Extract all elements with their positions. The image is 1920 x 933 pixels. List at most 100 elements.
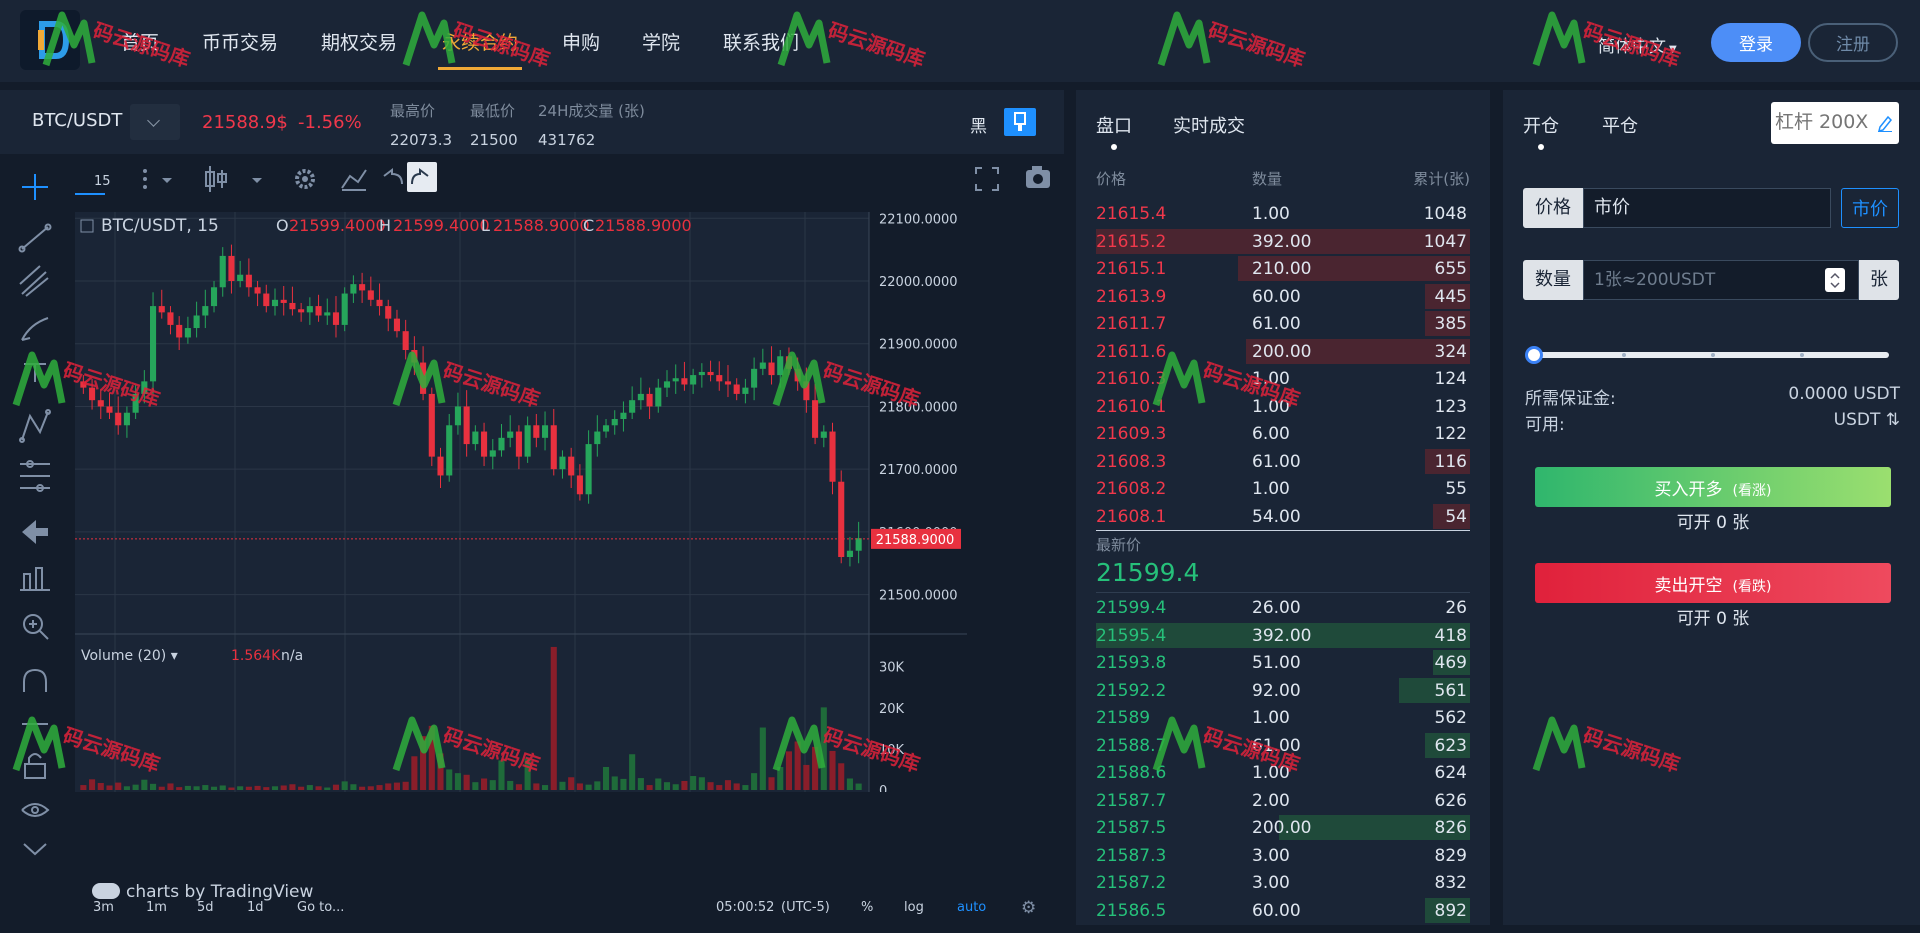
- login-button[interactable]: 登录: [1711, 23, 1801, 62]
- auto-toggle[interactable]: auto: [957, 900, 987, 915]
- more-icon[interactable]: [143, 169, 147, 189]
- nav-contact-us[interactable]: 联系我们: [723, 32, 800, 54]
- ask-row[interactable]: 21610.1 1.00 123: [1076, 393, 1490, 420]
- bid-row[interactable]: 21588.7 61.00 623: [1076, 732, 1490, 759]
- percent-toggle[interactable]: %: [861, 900, 874, 915]
- range-5d[interactable]: 5d: [197, 900, 214, 915]
- site-logo[interactable]: [20, 10, 80, 70]
- leverage-box[interactable]: [1771, 102, 1899, 144]
- range-3m[interactable]: 3m: [93, 900, 114, 915]
- bid-row[interactable]: 21587.2 3.00 832: [1076, 869, 1490, 896]
- tab-order-book[interactable]: 盘口: [1096, 112, 1132, 150]
- sell-short-button[interactable]: 卖出开空 (看跌): [1535, 563, 1891, 603]
- fib-icon[interactable]: [19, 265, 49, 297]
- eye-icon[interactable]: [21, 803, 50, 817]
- market-price-button[interactable]: 市价: [1841, 188, 1899, 228]
- collapse-icon[interactable]: [80, 219, 94, 233]
- fullscreen-icon[interactable]: [975, 167, 999, 191]
- interval-button[interactable]: 15: [94, 174, 111, 189]
- brush-tool-icon[interactable]: [21, 317, 49, 341]
- quantity-stepper[interactable]: [1825, 268, 1845, 292]
- redo-icon[interactable]: [411, 168, 429, 185]
- lock-icon[interactable]: [24, 753, 46, 779]
- bid-row[interactable]: 21593.8 51.00 469: [1076, 649, 1490, 676]
- slider-mark[interactable]: [1711, 353, 1715, 357]
- candle: [332, 312, 340, 325]
- header-cumulative: 累计(张): [1413, 170, 1470, 188]
- nav-spot-trading[interactable]: 币币交易: [202, 32, 279, 54]
- bid-row[interactable]: 21599.4 26.00 26: [1076, 594, 1490, 621]
- text-tool-icon[interactable]: [24, 363, 46, 382]
- settings-gear-icon[interactable]: [295, 169, 315, 189]
- slider-mark[interactable]: [1622, 353, 1626, 357]
- chevron-down-icon[interactable]: [23, 843, 47, 856]
- candle: [855, 538, 862, 551]
- position-slider-handle[interactable]: [1525, 346, 1543, 364]
- log-toggle[interactable]: log: [904, 900, 924, 915]
- arrow-left-icon[interactable]: [22, 520, 48, 544]
- ask-row[interactable]: 21610.3 1.00 124: [1076, 365, 1490, 392]
- indicators-icon[interactable]: [341, 169, 367, 191]
- theme-toggle-button[interactable]: [1004, 108, 1036, 136]
- ask-row[interactable]: 21613.9 60.00 445: [1076, 283, 1490, 310]
- trend-line-icon[interactable]: [18, 223, 52, 253]
- bid-row[interactable]: 21587.5 200.00 826: [1076, 814, 1490, 841]
- ask-row[interactable]: 21608.2 1.00 55: [1076, 475, 1490, 502]
- ask-row[interactable]: 21615.1 210.00 655: [1076, 255, 1490, 282]
- bid-row[interactable]: 21587.7 2.00 626: [1076, 787, 1490, 814]
- nav-subscription[interactable]: 申购: [562, 32, 601, 54]
- language-selector[interactable]: 简体中文 ▼: [1598, 32, 1677, 57]
- bid-row[interactable]: 21595.4 392.00 418: [1076, 622, 1490, 649]
- range-1d[interactable]: 1d: [247, 900, 264, 915]
- range-1m[interactable]: 1m: [146, 900, 167, 915]
- slider-mark[interactable]: [1800, 353, 1804, 357]
- nav-academy[interactable]: 学院: [642, 32, 681, 54]
- bid-row[interactable]: 21586.5 60.00 892: [1076, 897, 1490, 924]
- ask-row[interactable]: 21611.6 200.00 324: [1076, 338, 1490, 365]
- tradingview-branding[interactable]: charts by TradingView: [92, 882, 313, 902]
- price-chart[interactable]: 22100.0000 22000.0000 21900.0000 21800.0000…: [75, 212, 967, 792]
- goto-button[interactable]: Go to...: [297, 900, 345, 915]
- gear-icon[interactable]: ⚙: [1021, 898, 1037, 918]
- edit-icon[interactable]: [1877, 114, 1893, 132]
- theme-label[interactable]: 黑: [970, 117, 987, 137]
- ask-row[interactable]: 21608.3 61.00 116: [1076, 448, 1490, 475]
- bid-quantity: 2.00: [1252, 790, 1290, 811]
- undo-icon[interactable]: [383, 168, 403, 185]
- candle-type-icon[interactable]: [205, 166, 227, 192]
- nav-options-trading[interactable]: 期权交易: [321, 32, 398, 54]
- nav-home[interactable]: 首页: [121, 32, 160, 54]
- pattern-icon[interactable]: [19, 409, 51, 443]
- magnet-icon[interactable]: [23, 668, 47, 692]
- prediction-icon[interactable]: [20, 460, 50, 492]
- volume-bar: [210, 786, 218, 790]
- ask-row[interactable]: 21609.3 6.00 122: [1076, 420, 1490, 447]
- bid-row[interactable]: 21592.2 92.00 561: [1076, 677, 1490, 704]
- leverage-input[interactable]: [1775, 108, 1875, 136]
- crosshair-icon[interactable]: [22, 174, 48, 200]
- tab-recent-trades[interactable]: 实时成交: [1173, 116, 1245, 137]
- bid-row[interactable]: 21588.6 1.00 624: [1076, 759, 1490, 786]
- tab-close-position[interactable]: 平仓: [1602, 116, 1638, 137]
- bid-price: 21587.7: [1096, 790, 1167, 811]
- nav-perpetual-contracts[interactable]: 永续合约: [437, 28, 523, 70]
- ask-row[interactable]: 21615.4 1.00 1048: [1076, 200, 1490, 227]
- quantity-input[interactable]: 1张≈200USDT: [1583, 260, 1859, 300]
- measure-icon[interactable]: [20, 567, 50, 591]
- tab-open-position[interactable]: 开仓: [1523, 112, 1559, 150]
- candle: [446, 425, 453, 476]
- bid-row[interactable]: 21587.3 3.00 829: [1076, 842, 1490, 869]
- candle: [411, 350, 418, 363]
- register-button[interactable]: 注册: [1808, 23, 1898, 62]
- price-input[interactable]: 市价: [1583, 188, 1831, 228]
- zoom-in-icon[interactable]: [23, 614, 49, 640]
- bid-row[interactable]: 21589 1.00 562: [1076, 704, 1490, 731]
- camera-icon[interactable]: [1026, 166, 1050, 188]
- ask-row[interactable]: 21611.7 61.00 385: [1076, 310, 1490, 337]
- ask-row[interactable]: 21615.2 392.00 1047: [1076, 228, 1490, 255]
- tradingview-chart[interactable]: 15 22100.0000 22000.0000 21900.0000 21800.0…: [0, 154, 1064, 925]
- buy-long-button[interactable]: 买入开多 (看涨): [1535, 467, 1891, 507]
- symbol-dropdown[interactable]: [130, 104, 180, 140]
- timezone[interactable]: (UTC-5): [781, 900, 830, 915]
- ask-row[interactable]: 21608.1 54.00 54: [1076, 503, 1490, 530]
